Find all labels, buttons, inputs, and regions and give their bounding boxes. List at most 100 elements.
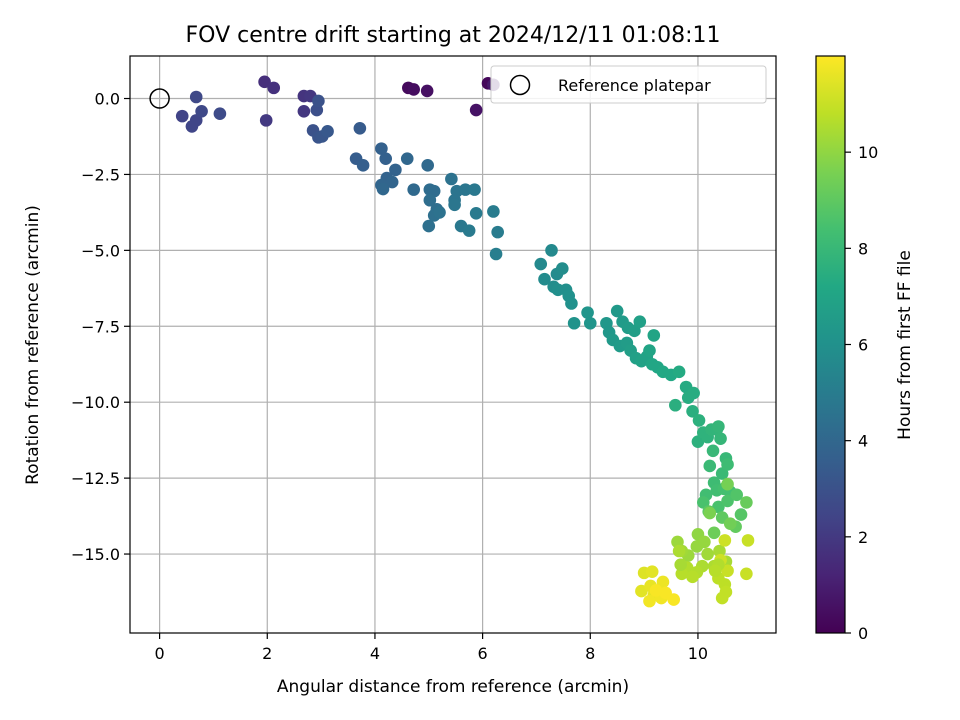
drift-point [489,247,503,261]
legend: Reference platepar [490,65,767,104]
drift-point [448,198,461,212]
drift-point [691,435,705,448]
drift-point [389,163,402,177]
drift-point [719,585,733,599]
legend-box [490,65,767,104]
drift-point [707,526,721,540]
drift-point [721,477,734,491]
drift-point [422,219,436,233]
drift-point [721,564,734,578]
drift-point [712,420,725,433]
drift-point [610,304,624,318]
drift-point [740,567,753,581]
drift-point [538,272,551,286]
reference-marker-layer [149,88,170,109]
drift-point [649,584,663,597]
drift-point [643,344,656,357]
colorbar-tick-label: 10 [858,143,878,162]
y-tick-label: −7.5 [81,317,120,336]
colorbar-tick-label: 4 [858,432,868,451]
y-tick-label: −15.0 [71,545,120,564]
drift-point [715,467,729,480]
drift-point [312,94,325,108]
drift-point [567,316,581,330]
drift-point [423,193,437,207]
drift-point [645,565,659,578]
drift-point [723,517,737,530]
colorbar-tick-label: 6 [858,336,868,355]
drift-point [656,575,670,589]
y-tick-label: −12.5 [71,469,120,488]
drift-point [687,386,700,400]
drift-point [721,458,734,471]
drift-point [469,207,483,220]
drift-point [353,121,367,135]
drift-point [721,494,734,508]
drift-point [379,152,393,165]
drift-point [734,508,748,521]
drift-point [714,432,727,445]
drift-point [741,534,755,547]
drift-point [258,75,271,89]
drift-point [643,594,656,608]
drift-point [555,262,569,275]
x-tick-label: 2 [262,644,272,663]
drift-point [565,297,578,310]
drift-point [356,159,370,172]
y-tick-label: −2.5 [81,165,120,184]
drift-point [297,104,311,118]
drift-point [672,544,686,558]
drift-point [213,107,227,120]
drift-point [321,125,334,138]
x-axis-label: Angular distance from reference (arcmin) [277,677,629,697]
x-tick-label: 6 [478,644,488,663]
drift-point [703,459,717,473]
drift-point [675,567,689,581]
legend-label: Reference platepar [558,76,711,95]
x-tick-label: 4 [370,644,380,663]
data-points [175,75,755,608]
y-tick-label: −10.0 [71,393,120,412]
y-axis-ticks: 0.0 −2.5 −5.0 −7.5 −10.0 −12.5 −15.0 [71,90,130,564]
drift-point [698,535,711,549]
drift-point [468,183,481,196]
drift-point [259,114,273,127]
x-tick-label: 0 [155,644,165,663]
drift-point [487,205,500,218]
x-axis-ticks: 0 2 4 6 8 10 [155,633,708,663]
drift-point [647,329,661,342]
drift-point [385,175,399,189]
drift-point [195,104,208,118]
drift-point [189,114,203,127]
drift-point [697,496,710,509]
drift-point [462,224,476,237]
colorbar-label: Hours from first FF file [895,250,915,440]
drift-point [407,183,421,196]
drift-point [628,324,641,338]
drift-point [708,564,722,578]
legend-reference-marker-icon [509,74,531,96]
drift-point [718,534,732,547]
chart-title: FOV centre drift starting at 2024/12/11 … [186,23,721,48]
drift-point [375,142,388,155]
plot-frame [129,55,777,634]
drift-point [189,90,203,104]
colorbar-tick-label: 8 [858,239,868,258]
drift-point [400,152,414,165]
grid-lines [130,56,776,633]
drift-point [267,81,281,95]
drift-point [635,584,648,598]
y-axis-label: Rotation from reference (arcmin) [23,205,43,485]
colorbar-ticks: 0 2 4 6 8 10 [845,143,878,643]
drift-point [469,103,483,117]
drift-point [703,506,717,520]
drift-point [686,405,699,418]
drift-point [692,414,706,427]
drift-point [433,206,446,219]
colorbar [815,55,846,634]
drift-point [706,444,720,458]
drift-point [713,544,726,558]
drift-point [583,316,597,330]
reference-platepar-marker [149,88,170,109]
